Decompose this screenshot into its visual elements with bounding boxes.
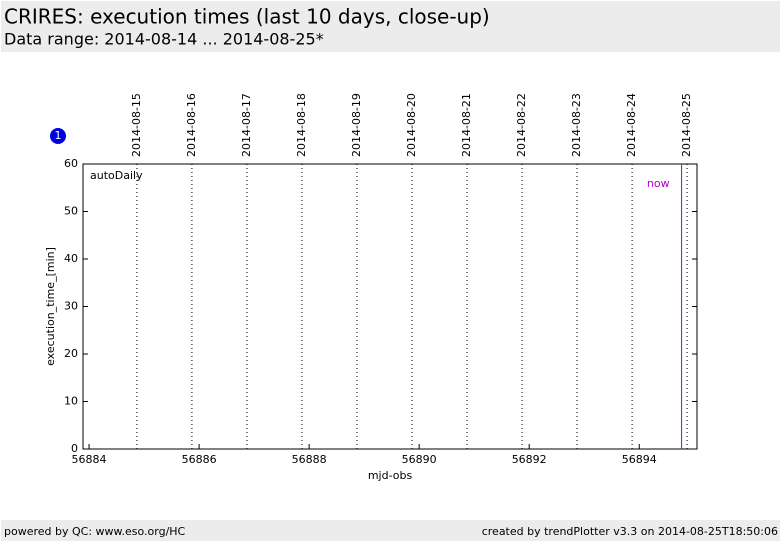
- y-tick-label: 0: [71, 442, 78, 455]
- x-axis-label: mjd-obs: [368, 469, 413, 482]
- date-label: 2014-08-23: [570, 93, 583, 157]
- date-label: 2014-08-15: [130, 93, 143, 157]
- footer-right: created by trendPlotter v3.3 on 2014-08-…: [482, 525, 778, 538]
- date-label: 2014-08-22: [515, 93, 528, 157]
- y-tick-label: 20: [64, 347, 78, 360]
- date-label: 2014-08-17: [240, 93, 253, 157]
- page-subtitle: Data range: 2014-08-14 ... 2014-08-25*: [4, 30, 324, 49]
- plot-frame: [82, 163, 698, 450]
- x-tick-label: 56888: [292, 453, 327, 466]
- date-label: 2014-08-24: [625, 93, 638, 157]
- x-tick-label: 56890: [402, 453, 437, 466]
- y-tick-label: 30: [64, 300, 78, 313]
- date-label: 2014-08-20: [405, 93, 418, 157]
- y-tick-label: 40: [64, 252, 78, 265]
- y-tick-label: 10: [64, 395, 78, 408]
- badge: [50, 128, 66, 144]
- footer-bar: [1, 520, 780, 541]
- panel-label: autoDaily: [90, 169, 143, 182]
- y-tick-label: 60: [64, 157, 78, 170]
- date-label: 2014-08-19: [350, 93, 363, 157]
- now-label: now: [647, 177, 670, 190]
- header-bar: [1, 1, 780, 52]
- y-tick-label: 50: [64, 205, 78, 218]
- date-label: 2014-08-16: [185, 93, 198, 157]
- page-title: CRIRES: execution times (last 10 days, c…: [4, 5, 490, 29]
- date-label: 2014-08-18: [295, 93, 308, 157]
- date-label: 2014-08-21: [460, 93, 473, 157]
- x-tick-label: 56884: [72, 453, 107, 466]
- badge-text: 1: [55, 129, 62, 142]
- footer-left: powered by QC: www.eso.org/HC: [4, 525, 186, 538]
- x-tick-label: 56886: [182, 453, 217, 466]
- y-axis-label: execution_time_[min]: [44, 247, 57, 366]
- date-label: 2014-08-25: [680, 93, 693, 157]
- x-tick-label: 56892: [512, 453, 547, 466]
- x-tick-label: 56894: [622, 453, 657, 466]
